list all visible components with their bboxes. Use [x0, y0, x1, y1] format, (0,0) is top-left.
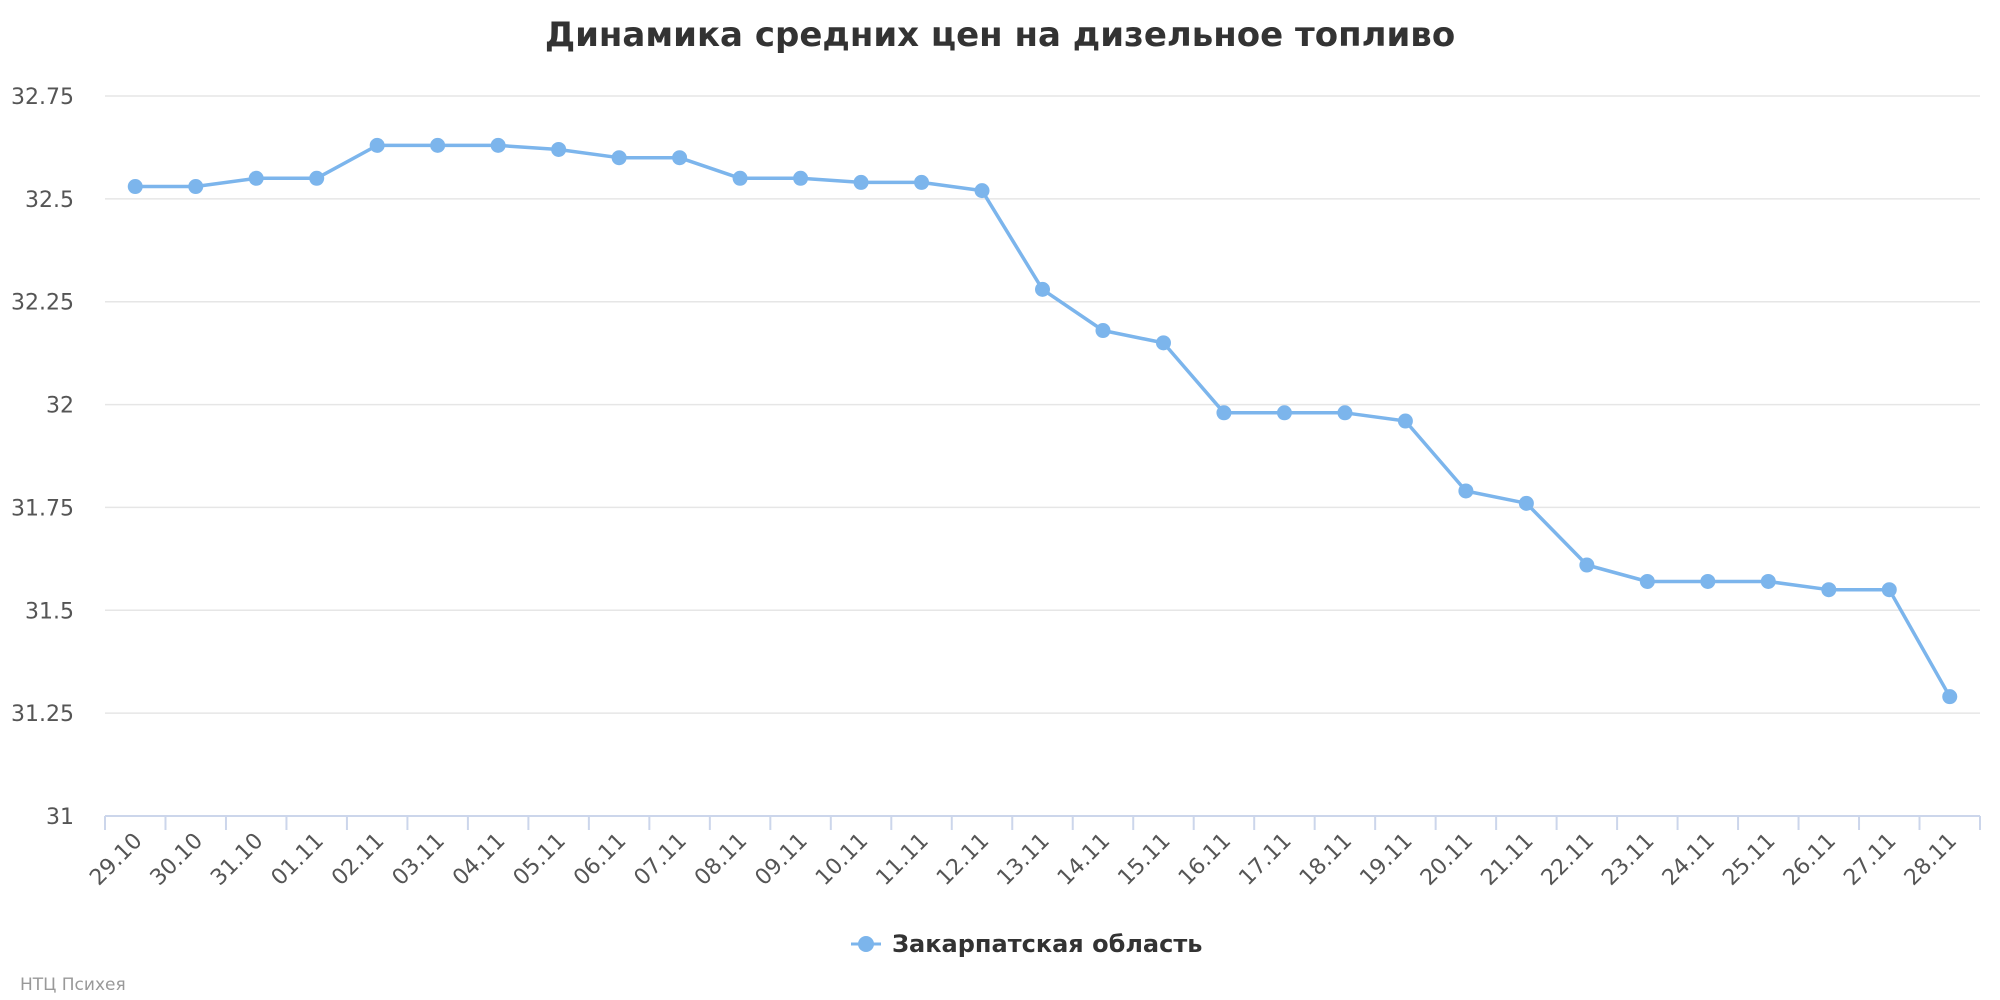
data-point[interactable]: [430, 137, 446, 153]
x-tick-label: 07.11: [630, 829, 692, 891]
x-tick-label: 12.11: [932, 829, 994, 891]
x-tick-label: 09.11: [751, 829, 813, 891]
data-point[interactable]: [1095, 323, 1111, 339]
data-point[interactable]: [732, 170, 748, 186]
data-point[interactable]: [1337, 405, 1353, 421]
x-tick-label: 13.11: [993, 829, 1055, 891]
data-point[interactable]: [551, 141, 567, 157]
x-tick-label: 04.11: [448, 829, 510, 891]
data-point[interactable]: [1518, 495, 1534, 511]
data-point[interactable]: [974, 183, 990, 199]
x-tick-label: 29.10: [85, 829, 147, 891]
x-tick-label: 10.11: [811, 829, 873, 891]
x-tick-label: 08.11: [690, 829, 752, 891]
data-point[interactable]: [369, 137, 385, 153]
legend-marker: [858, 936, 874, 952]
x-tick-label: 01.11: [267, 829, 329, 891]
x-tick-label: 31.10: [206, 829, 268, 891]
data-point[interactable]: [490, 137, 506, 153]
x-axis: 29.1030.1031.1001.1102.1103.1104.1105.11…: [85, 815, 1981, 891]
chart-title: Динамика средних цен на дизельное топлив…: [545, 15, 1455, 55]
y-tick-label: 31: [46, 805, 74, 830]
data-point[interactable]: [1639, 573, 1655, 589]
data-point[interactable]: [127, 179, 143, 195]
x-tick-label: 15.11: [1113, 829, 1175, 891]
data-point[interactable]: [1579, 557, 1595, 573]
x-tick-label: 25.11: [1718, 829, 1780, 891]
y-tick-label: 32.25: [11, 291, 74, 316]
data-point[interactable]: [1700, 573, 1716, 589]
data-point[interactable]: [611, 150, 627, 166]
data-point[interactable]: [1276, 405, 1292, 421]
data-point[interactable]: [672, 150, 688, 166]
data-point[interactable]: [1216, 405, 1232, 421]
x-tick-label: 03.11: [388, 829, 450, 891]
y-tick-label: 31.75: [11, 496, 74, 521]
series-layer: [127, 137, 1958, 705]
data-point[interactable]: [1035, 281, 1050, 297]
x-tick-label: 14.11: [1053, 829, 1115, 891]
y-axis: 32.75 32.5 32.25 32 31.75 31.5 31.25 31: [11, 85, 74, 830]
y-tick-label: 32: [46, 394, 74, 419]
x-tick-label: 02.11: [327, 829, 389, 891]
x-tick-label: 21.11: [1476, 829, 1538, 891]
y-tick-label: 32.5: [25, 188, 74, 213]
data-point[interactable]: [188, 179, 204, 195]
data-point[interactable]: [1942, 689, 1958, 705]
x-tick-label: 28.11: [1900, 829, 1962, 891]
legend-label[interactable]: Закарпатская область: [892, 930, 1202, 958]
credit[interactable]: НТЦ Психея: [20, 975, 126, 995]
x-tick-label: 23.11: [1597, 829, 1659, 891]
data-point[interactable]: [248, 170, 264, 186]
data-point[interactable]: [1760, 573, 1776, 589]
data-point[interactable]: [793, 170, 809, 186]
x-tick-label: 30.10: [146, 829, 208, 891]
x-tick-label: 16.11: [1174, 829, 1236, 891]
gridlines: [105, 95, 1980, 714]
x-tick-label: 17.11: [1234, 829, 1296, 891]
x-tick-label: 18.11: [1295, 829, 1357, 891]
data-point[interactable]: [1881, 582, 1897, 598]
data-point[interactable]: [1397, 413, 1413, 429]
x-tick-label: 24.11: [1658, 829, 1720, 891]
y-tick-label: 31.5: [25, 599, 74, 624]
x-tick-label: 06.11: [569, 829, 631, 891]
x-tick-label: 22.11: [1537, 829, 1599, 891]
x-tick-label: 20.11: [1416, 829, 1478, 891]
data-point[interactable]: [309, 170, 325, 186]
x-tick-label: 26.11: [1779, 829, 1841, 891]
x-tick-label: 27.11: [1839, 829, 1901, 891]
data-point[interactable]: [853, 174, 869, 190]
x-tick-label: 19.11: [1355, 829, 1417, 891]
data-point[interactable]: [1155, 335, 1171, 351]
series-line[interactable]: [133, 143, 1952, 699]
data-point[interactable]: [914, 174, 930, 190]
y-tick-label: 32.75: [11, 85, 74, 110]
y-tick-label: 31.25: [11, 702, 74, 727]
data-point[interactable]: [1821, 582, 1837, 598]
legend[interactable]: Закарпатская область: [851, 930, 1202, 958]
x-tick-label: 05.11: [509, 829, 571, 891]
data-point[interactable]: [1458, 483, 1474, 499]
x-tick-label: 11.11: [872, 829, 934, 891]
